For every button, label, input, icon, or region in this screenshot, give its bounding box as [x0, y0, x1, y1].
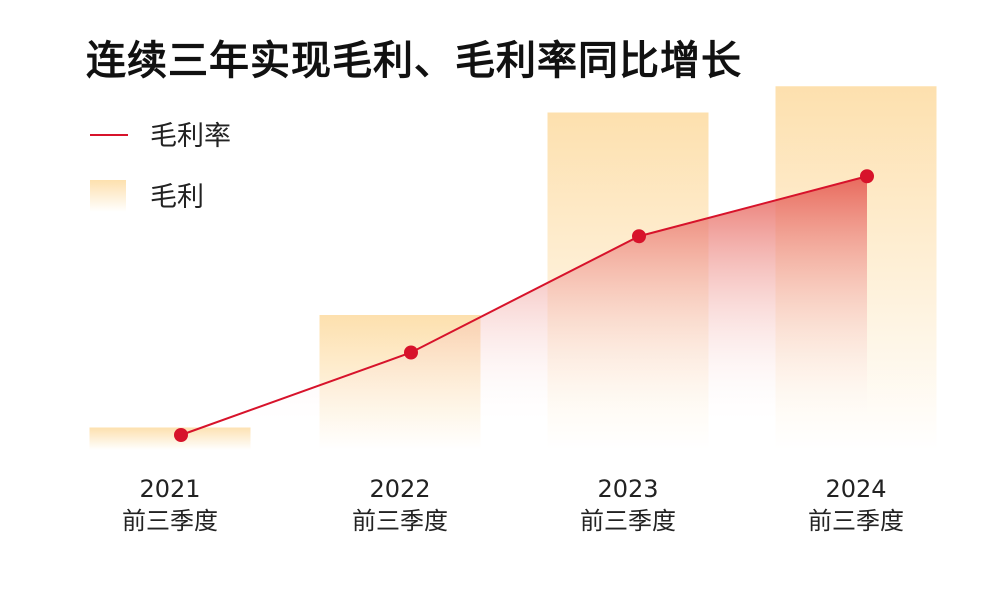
x-tick-label-2-0: 2023 — [597, 475, 658, 503]
x-tick-label-0-0: 2021 — [139, 475, 200, 503]
x-tick-label-1-1: 前三季度 — [352, 507, 448, 535]
legend: 毛利率 毛利 — [90, 121, 231, 213]
line-point-3 — [860, 169, 874, 184]
line-point-2 — [632, 229, 646, 244]
line-area-fill — [181, 176, 867, 450]
point-group — [174, 169, 874, 442]
x-tick-label-1-0: 2022 — [369, 475, 430, 503]
gross-margin-line — [180, 175, 868, 436]
line-point-1 — [404, 345, 418, 360]
legend-label-line: 毛利率 — [150, 121, 231, 152]
chart-title: 连续三年实现毛利、毛利率同比增长 — [86, 38, 742, 84]
x-tick-label-0-1: 前三季度 — [122, 507, 218, 535]
x-tick-label-3-1: 前三季度 — [808, 507, 904, 535]
x-tick-label-2-1: 前三季度 — [580, 507, 676, 535]
x-axis-ticks: 2021 前三季度 2022 前三季度 2023 前三季度 2024 前三季度 — [122, 475, 904, 535]
line-point-0 — [174, 428, 188, 442]
x-tick-label-3-0: 2024 — [825, 475, 886, 503]
legend-label-bar: 毛利 — [150, 182, 204, 213]
legend-bar-swatch — [90, 180, 126, 212]
